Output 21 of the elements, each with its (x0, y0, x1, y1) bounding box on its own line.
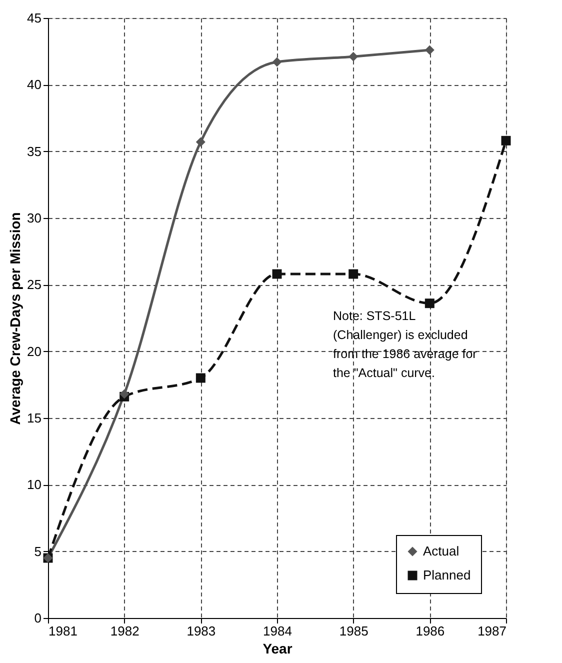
y-tick-label: 30 (27, 210, 42, 226)
y-tick-label: 35 (27, 144, 42, 159)
y-tick-label: 40 (27, 77, 42, 92)
x-tick-label: 1987 (478, 624, 506, 638)
y-tick-label: 25 (27, 277, 42, 292)
x-tick-label: 1982 (110, 624, 140, 638)
y-tick-label: 15 (27, 410, 42, 426)
y-tick-label: 20 (27, 344, 42, 359)
y-tick-label: 45 (27, 10, 42, 26)
legend-label: Actual (423, 544, 460, 558)
legend-label: Planned (423, 568, 471, 582)
x-tick-label: 1983 (186, 624, 216, 638)
x-tick-label: 1984 (263, 624, 292, 638)
x-tick-label: 1986 (416, 624, 445, 638)
y-tick-label: 5 (34, 544, 42, 559)
x-axis-title: Year (262, 640, 293, 656)
y-tick-label: 10 (27, 477, 42, 492)
y-tick-label: 0 (34, 610, 42, 626)
x-tick-label: 1985 (339, 624, 368, 638)
y-axis-title: Average Crew-Days per Mission (7, 212, 24, 425)
x-tick-label: 1981 (48, 624, 78, 638)
